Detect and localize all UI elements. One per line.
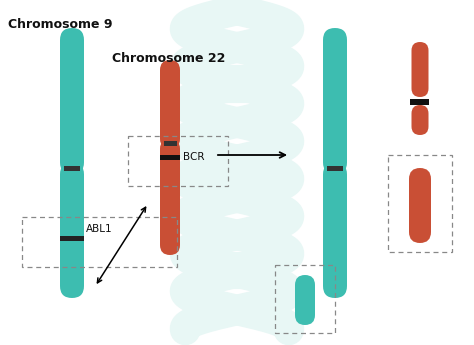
FancyBboxPatch shape <box>323 28 347 175</box>
Bar <box>64 166 81 171</box>
Text: BCR: BCR <box>183 151 204 161</box>
FancyBboxPatch shape <box>160 139 180 255</box>
FancyBboxPatch shape <box>409 168 431 243</box>
Bar <box>164 141 176 146</box>
Bar <box>128 136 228 186</box>
Text: Chromosome 22: Chromosome 22 <box>112 52 225 65</box>
Bar <box>22 217 177 267</box>
Text: ABL1: ABL1 <box>86 224 113 234</box>
Bar <box>60 236 84 241</box>
FancyBboxPatch shape <box>295 275 315 325</box>
Bar <box>160 155 180 160</box>
Bar <box>388 155 452 252</box>
FancyBboxPatch shape <box>60 162 84 298</box>
Bar <box>275 265 335 333</box>
FancyBboxPatch shape <box>60 28 84 175</box>
FancyBboxPatch shape <box>411 105 428 135</box>
Text: Chromosome 9: Chromosome 9 <box>8 18 112 31</box>
FancyBboxPatch shape <box>160 60 180 149</box>
FancyBboxPatch shape <box>411 42 428 97</box>
Bar <box>327 166 343 171</box>
FancyBboxPatch shape <box>323 162 347 298</box>
Bar <box>410 99 429 105</box>
